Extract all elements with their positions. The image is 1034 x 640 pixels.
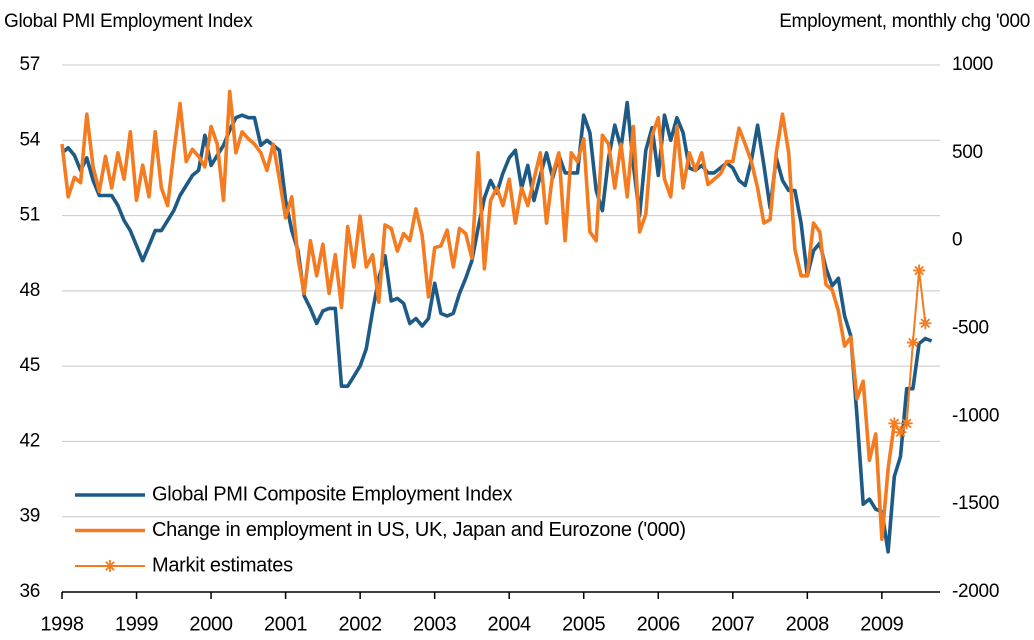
y2-tick-label: 500: [952, 142, 983, 163]
y-tick-label: 57: [19, 54, 40, 75]
data-point: [906, 336, 919, 349]
x-tick-label: 2007: [711, 613, 754, 635]
data-point: [913, 264, 926, 277]
y2-tick-label: 0: [952, 230, 962, 251]
legend-label: Global PMI Composite Employment Index: [152, 483, 512, 505]
x-tick-label: 2006: [637, 613, 680, 635]
x-tick-label: 2003: [413, 613, 456, 635]
legend: Global PMI Composite Employment Index Cha…: [75, 483, 686, 576]
x-tick-label: 1998: [40, 613, 83, 635]
legend-label: Change in employment in US, UK, Japan an…: [152, 519, 686, 541]
y-tick-label: 51: [19, 205, 40, 226]
y2-tick-label: -500: [952, 318, 989, 339]
x-tick-label: 2002: [338, 613, 381, 635]
y2-axis-title: Employment, monthly chg '000: [779, 11, 1030, 32]
y-tick-label: 45: [19, 355, 40, 376]
x-tick-label: 2008: [786, 613, 829, 635]
data-line: [60, 89, 897, 542]
legend-label: Markit estimates: [152, 554, 293, 576]
y-tick-label: 48: [19, 280, 40, 301]
y2-tick-label: -1500: [952, 493, 999, 514]
y2-tick-label: -2000: [952, 581, 999, 602]
data-point: [900, 417, 913, 430]
y-tick-label: 36: [19, 581, 40, 602]
data-point: [888, 417, 901, 430]
y-tick-label: 54: [19, 129, 40, 150]
chart-title: Global PMI Employment Index: [4, 11, 253, 32]
y2-tick-label: -1000: [952, 405, 999, 426]
data-point: [919, 317, 932, 330]
y-tick-label: 39: [19, 506, 40, 527]
x-tick-label: 2004: [488, 613, 531, 635]
y-tick-label: 42: [19, 430, 40, 451]
legend-marker: [104, 560, 116, 572]
data-line: [893, 269, 927, 434]
x-tick-label: 2009: [860, 613, 903, 635]
data-point: [894, 426, 907, 439]
x-tick-label: 2000: [189, 613, 232, 635]
x-tick-label: 2005: [562, 613, 605, 635]
y2-tick-label: 1000: [952, 54, 993, 75]
x-tick-label: 2001: [264, 613, 307, 635]
x-tick-label: 1999: [115, 613, 158, 635]
